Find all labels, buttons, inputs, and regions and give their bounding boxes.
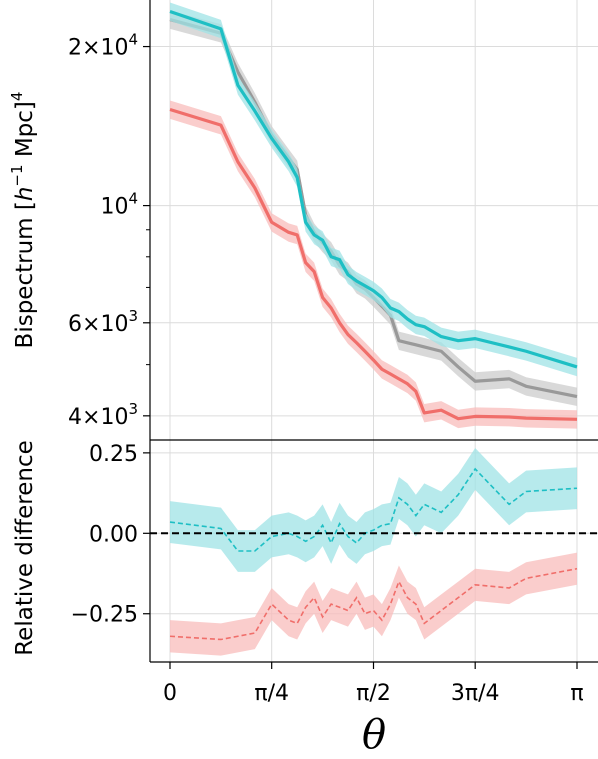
top-y-tick-label-3: 2×104 (68, 31, 138, 61)
top-y-tick-exponent-2: 4 (128, 190, 138, 208)
bottom-series-1-band (170, 552, 577, 656)
top-y-tick-exponent-1: 3 (128, 307, 138, 325)
ylabel-exp: −1 (8, 164, 26, 186)
x-ticks: 0 π/4 π/2 3π/4 π (163, 662, 584, 706)
top-y-tick-label-0: 4×103 (68, 400, 138, 430)
top-series-2-band (170, 100, 577, 429)
ylabel-mpc: Mpc] (12, 101, 38, 164)
top-y-tick-mantissa-2: 10 (100, 195, 128, 220)
bottom-y-tick-label-1: 0.00 (89, 522, 138, 547)
bottom-y-axis-label: Relative difference (12, 440, 38, 656)
top-y-tick-mantissa-1: 6×10 (68, 312, 128, 337)
bottom-series-1-line (169, 567, 578, 641)
bottom-series-0-band (170, 448, 577, 572)
top-plot-area (169, 2, 578, 429)
bottom-plot-area (150, 448, 598, 656)
top-grid (150, 0, 598, 440)
top-y-tick-mantissa-3: 2×10 (68, 36, 128, 61)
x-tick-label-4: π (570, 681, 583, 706)
x-axis-label: θ (362, 712, 386, 758)
top-y-tick-exponent-0: 3 (128, 400, 138, 418)
bottom-y-ticks: 0.25 0.00 −0.25 (71, 442, 150, 628)
x-tick-label-0: 0 (163, 681, 177, 706)
bottom-series-0-line (169, 467, 578, 552)
x-tick-label-3: 3π/4 (451, 681, 500, 706)
top-series-1-line (169, 10, 578, 369)
ylabel-pow: 4 (8, 92, 26, 102)
ylabel-main: Bispectrum [ (12, 201, 38, 348)
top-y-tick-mantissa-0: 4×10 (68, 405, 128, 430)
top-y-tick-exponent-3: 4 (128, 31, 138, 49)
top-y-axis-label: Bispectrum [h−1 Mpc]4 (8, 92, 38, 349)
top-y-tick-label-1: 6×103 (68, 307, 138, 337)
x-tick-label-2: π/2 (356, 681, 391, 706)
bottom-y-tick-label-2: −0.25 (71, 603, 138, 628)
top-series-2-line (169, 107, 578, 421)
x-tick-label-1: π/4 (254, 681, 289, 706)
ylabel-h: h (12, 187, 38, 202)
bottom-y-tick-label-0: 0.25 (89, 442, 138, 467)
top-y-tick-label-2: 104 (100, 190, 138, 220)
